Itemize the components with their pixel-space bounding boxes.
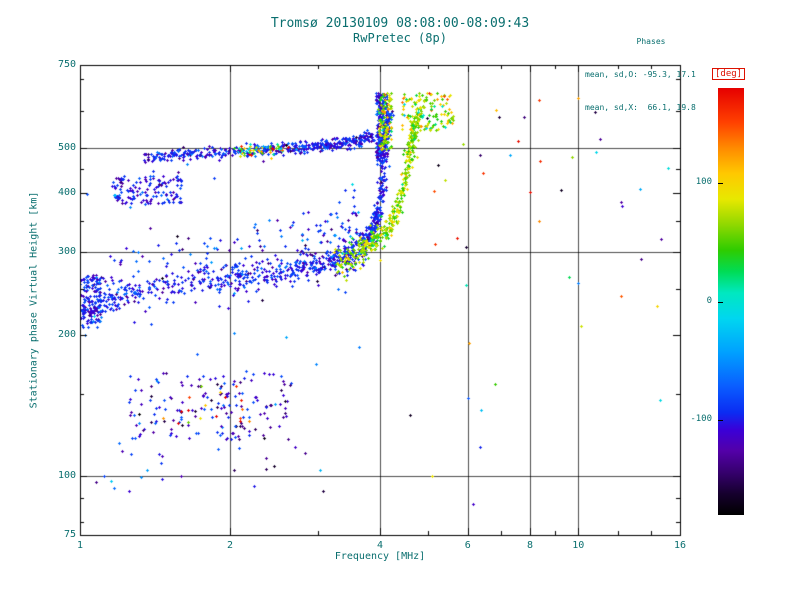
colorbar-tick-mark-100 — [718, 183, 723, 184]
y-tick-label-750: 750 — [57, 59, 76, 70]
colorbar-tick-label-100: 100 — [695, 176, 712, 187]
x-tick-label-10: 10 — [572, 540, 585, 551]
phases-heading: Phases — [636, 37, 666, 46]
phases-o-stats: mean, sd,O: -95.3, 17.1 — [585, 70, 696, 79]
plot-title: Tromsø 20130109 08:08:00-08:09:43 — [270, 16, 530, 31]
x-axis-label: Frequency [MHz] — [334, 551, 426, 562]
y-tick-label-500: 500 — [57, 141, 76, 153]
colorbar-tick-mark-0 — [718, 302, 723, 303]
colorbar-unit-label: [deg] — [712, 68, 746, 80]
phases-annotation: Phases mean, sd,O: -95.3, 17.1 mean, sd,… — [585, 14, 717, 135]
plot-subtitle: RwPretec (8p) — [353, 31, 447, 45]
colorbar-tick-label-0: 0 — [706, 295, 712, 306]
y-tick-label-200: 200 — [57, 328, 76, 340]
y-axis-label: Stationary phase Virtual Height [km] — [28, 191, 40, 409]
x-tick-label-16: 16 — [673, 540, 687, 551]
colorbar-tick-mark--100 — [718, 420, 723, 421]
y-tick-label-300: 300 — [57, 246, 76, 258]
y-tick-label-75: 75 — [63, 529, 76, 540]
x-tick-label-6: 6 — [464, 540, 471, 551]
x-tick-label-4: 4 — [376, 540, 384, 551]
y-tick-label-100: 100 — [57, 470, 76, 482]
colorbar-tick-label--100: -100 — [690, 414, 712, 425]
x-tick-label-8: 8 — [526, 540, 534, 551]
y-tick-label-400: 400 — [57, 187, 76, 199]
x-tick-label-2: 2 — [226, 540, 234, 551]
phases-x-stats: mean, sd,X: 66.1, 19.8 — [585, 103, 696, 112]
x-tick-label-1: 1 — [76, 540, 84, 551]
colorbar — [718, 88, 744, 515]
